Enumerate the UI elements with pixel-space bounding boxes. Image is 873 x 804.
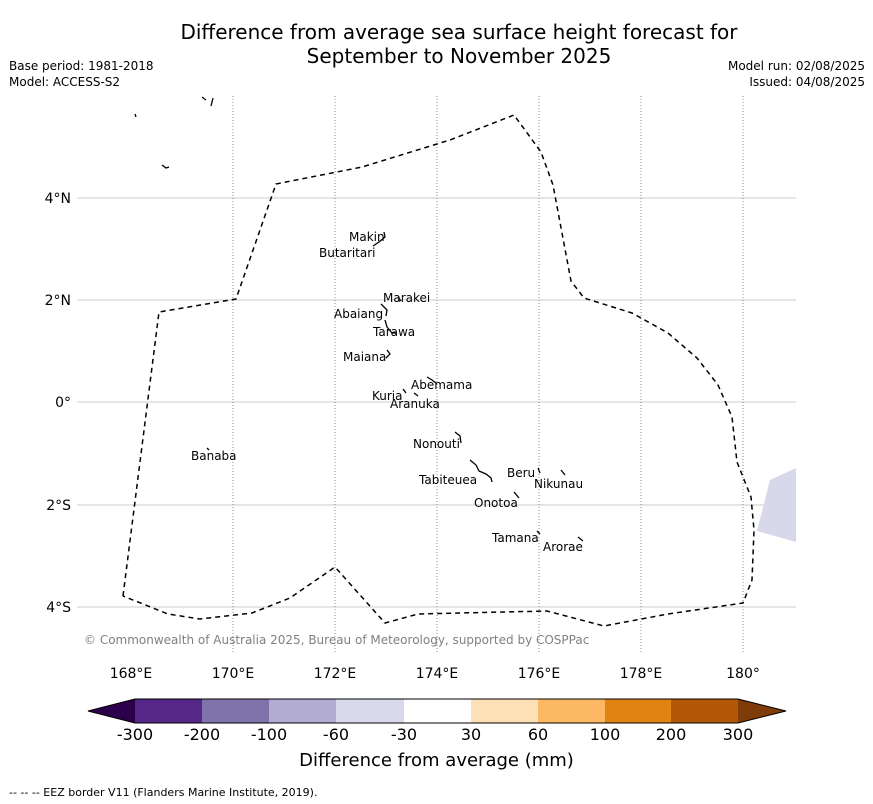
island-outline-arorae: [577, 536, 584, 542]
colorbar-title: Difference from average (mm): [299, 750, 574, 771]
place-label: Beru: [507, 466, 535, 480]
meta-left: Base period: 1981-2018 Model: ACCESS-S2: [9, 58, 154, 90]
place-label: Nonouti: [413, 437, 460, 451]
colorbar-tick-label: -60: [323, 725, 349, 744]
island-outline-tarawa: [384, 319, 397, 334]
colorbar-segment: [605, 699, 671, 723]
lon-tick-label: 170°E: [212, 666, 255, 682]
island-outline-aranuka: [413, 392, 419, 397]
place-label: Abemama: [411, 378, 472, 392]
colorbar-tick-label: -200: [184, 725, 220, 744]
island-outline-banaba: [206, 447, 210, 451]
place-label: Aranuka: [390, 397, 440, 411]
colorbar-tick-label: 200: [656, 725, 687, 744]
eez-border: [122, 114, 755, 627]
colorbar-segment: [202, 699, 269, 723]
island-outline-onotoa: [513, 491, 520, 499]
place-label: Tarawa: [372, 325, 415, 339]
model-text: Model: ACCESS-S2: [9, 75, 121, 89]
map-title-line1: Difference from average sea surface heig…: [180, 20, 738, 44]
place-label: Makin: [349, 230, 385, 244]
lat-tick-label: 4°S: [46, 600, 71, 616]
island-outline-nw4: [161, 164, 170, 169]
island-outline-abaiang: [380, 303, 388, 317]
lat-tick-label: 2°N: [45, 293, 71, 309]
island-outline-nw2: [201, 96, 207, 101]
colorbar-high-extension: [738, 699, 786, 723]
lat-tick-label: 0°: [55, 395, 71, 411]
colorbar-segment: [671, 699, 738, 723]
colorbar-tick-label: 30: [461, 725, 481, 744]
island-outline-nonouti: [454, 431, 462, 444]
colorbar-segment: [269, 699, 336, 723]
island-outline-maiana: [385, 349, 391, 359]
island-outline-nikunau: [560, 469, 566, 476]
colorbar: [87, 698, 787, 724]
place-label: Maiana: [343, 350, 386, 364]
island-outline-nw3: [210, 97, 214, 107]
island-outline-beru: [537, 467, 541, 474]
place-label: Abaiang: [334, 307, 383, 321]
base-period-text: Base period: 1981-2018: [9, 59, 154, 73]
colorbar-tick-label: -100: [251, 725, 287, 744]
colorbar-tick-label: 100: [590, 725, 621, 744]
place-label: Butaritari: [319, 246, 376, 260]
colorbar-segment: [336, 699, 404, 723]
lon-tick-label: 172°E: [314, 666, 357, 682]
colorbar-tick-label: -30: [391, 725, 417, 744]
colorbar-tick-label: 300: [723, 725, 754, 744]
model-run-text: Model run: 02/08/2025: [727, 59, 865, 73]
colorbar-outline: [87, 698, 787, 724]
map-title-line2: September to November 2025: [306, 44, 612, 68]
colorbar-segment: [471, 699, 538, 723]
island-outlines: [134, 96, 584, 542]
lat-tick-label: 2°S: [46, 498, 71, 514]
colorbar-segment: [538, 699, 605, 723]
colorbar-tick-label: -300: [117, 725, 153, 744]
lon-tick-label: 168°E: [110, 666, 153, 682]
lon-tick-label: 176°E: [518, 666, 561, 682]
place-label: Tabiteuea: [418, 473, 477, 487]
place-label: Kuria: [372, 389, 403, 403]
colorbar-segment: [404, 699, 471, 723]
island-outline-tabiteuea: [469, 459, 493, 483]
island-outline-nw1: [134, 113, 137, 118]
lon-gridlines: [232, 96, 744, 654]
lon-tick-label: 178°E: [620, 666, 663, 682]
meta-right: Model run: 02/08/2025 Issued: 04/08/2025: [728, 58, 865, 90]
island-outline-kuria: [402, 388, 407, 394]
place-label: Banaba: [191, 449, 237, 463]
island-outline-tamana: [536, 530, 541, 535]
anomaly-patch: [757, 468, 796, 542]
place-label: Tamana: [491, 531, 539, 545]
place-label: Nikunau: [534, 477, 583, 491]
island-outline-abemama: [426, 376, 437, 384]
colorbar-low-extension: [88, 699, 135, 723]
place-label: Onotoa: [474, 496, 518, 510]
island-outline-butaritari: [372, 231, 386, 247]
colorbar-segment: [135, 699, 202, 723]
copyright-text: © Commonwealth of Australia 2025, Bureau…: [84, 633, 590, 647]
lat-tick-label: 4°N: [45, 191, 71, 207]
place-label: Arorae: [543, 540, 583, 554]
island-outline-marakei: [397, 296, 402, 302]
map-title: Difference from average sea surface heig…: [0, 20, 873, 68]
lon-tick-label: 174°E: [416, 666, 459, 682]
issued-text: Issued: 04/08/2025: [749, 75, 865, 89]
eez-legend-footer: -- -- -- EEZ border V11 (Flanders Marine…: [9, 786, 318, 799]
place-label: Marakei: [383, 291, 430, 305]
colorbar-tick-label: 60: [528, 725, 548, 744]
lon-tick-label: 180°: [726, 666, 760, 682]
